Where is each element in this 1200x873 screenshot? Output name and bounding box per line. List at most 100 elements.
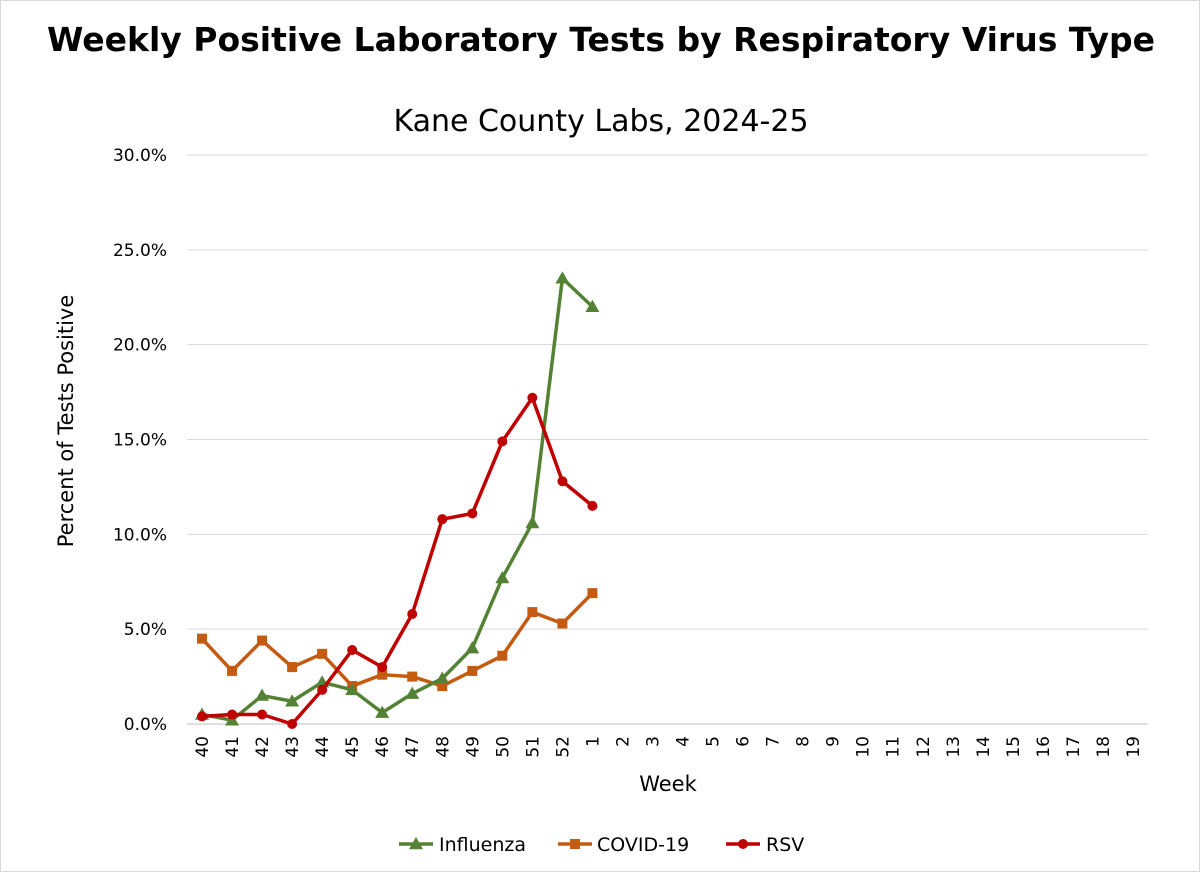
- data-point: [555, 271, 570, 284]
- y-tick-label: 20.0%: [113, 336, 167, 356]
- data-point: [405, 686, 420, 699]
- x-tick-label: 47: [403, 736, 423, 758]
- data-point: [287, 662, 298, 673]
- legend-label: COVID-19: [597, 834, 689, 856]
- legend-item: COVID-19: [558, 834, 689, 856]
- x-tick-label: 4: [674, 736, 694, 747]
- data-point: [467, 665, 478, 676]
- data-point: [497, 436, 508, 447]
- x-tick-label: 49: [463, 736, 483, 758]
- data-point: [347, 645, 358, 656]
- legend-marker: [409, 837, 423, 850]
- legend-label: RSV: [766, 834, 804, 856]
- legend-marker: [738, 839, 748, 849]
- data-point: [287, 719, 298, 729]
- x-tick-label: 13: [944, 736, 964, 758]
- data-point: [407, 671, 418, 682]
- x-tick-label: 5: [704, 736, 724, 747]
- data-point: [255, 688, 270, 701]
- series-line: [201, 276, 594, 722]
- x-axis-title: Week: [639, 772, 697, 796]
- x-tick-label: 44: [313, 736, 333, 758]
- data-point: [465, 641, 480, 654]
- x-tick-label: 43: [283, 736, 303, 758]
- data-point: [345, 682, 360, 696]
- x-tick-label: 40: [193, 736, 213, 758]
- data-point: [527, 392, 538, 403]
- x-tick-label: 52: [553, 736, 573, 758]
- x-tick-label: 10: [854, 736, 874, 758]
- data-point: [557, 476, 568, 487]
- x-tick-label: 48: [433, 736, 453, 758]
- x-tick-label: 12: [914, 736, 934, 758]
- data-point: [495, 570, 510, 584]
- x-tick-label: 11: [884, 736, 904, 758]
- y-axis-title: Percent of Tests Positive: [54, 295, 78, 548]
- legend: Influenza COVID-19 RSV: [399, 834, 804, 856]
- data-point: [377, 662, 388, 673]
- x-tick-label: 2: [613, 736, 633, 747]
- series-influenza: [195, 271, 600, 726]
- y-tick-label: 15.0%: [113, 431, 167, 451]
- y-tick-label: 0.0%: [124, 715, 167, 735]
- data-point: [375, 705, 390, 718]
- x-tick-label: 16: [1034, 736, 1054, 758]
- data-point: [377, 669, 388, 680]
- data-point: [257, 635, 268, 646]
- x-tick-label: 18: [1094, 736, 1114, 758]
- y-tick-label: 25.0%: [113, 241, 167, 261]
- legend-item: Influenza: [399, 834, 526, 856]
- data-point: [437, 514, 448, 525]
- y-tick-label: 5.0%: [124, 620, 167, 640]
- data-point: [467, 508, 478, 519]
- x-tick-label: 46: [373, 736, 393, 758]
- x-tick-label: 17: [1064, 736, 1084, 758]
- legend-label: Influenza: [439, 834, 526, 856]
- data-point: [285, 694, 300, 707]
- series-covid-19: [197, 588, 598, 692]
- data-point: [587, 588, 598, 599]
- data-point: [587, 500, 598, 511]
- chart-subtitle: Kane County Labs, 2024-25: [393, 104, 809, 139]
- data-point: [197, 633, 208, 644]
- legend-marker: [570, 839, 580, 849]
- x-tick-label: 7: [764, 736, 784, 747]
- x-tick-label: 42: [253, 736, 273, 758]
- y-axis-ticks: 0.0% 5.0% 10.0% 15.0% 20.0% 25.0% 30.0%: [113, 146, 167, 735]
- x-tick-label: 19: [1124, 736, 1144, 758]
- x-tick-label: 50: [493, 736, 513, 758]
- data-point: [227, 709, 238, 720]
- gridlines: [187, 154, 1148, 725]
- x-tick-label: 14: [974, 736, 994, 758]
- x-tick-label: 3: [643, 736, 663, 747]
- series-line: [201, 396, 594, 726]
- series-line: [200, 591, 594, 688]
- data-point: [525, 515, 540, 529]
- x-tick-label: 41: [223, 736, 243, 758]
- data-point: [585, 299, 600, 312]
- data-point: [497, 650, 508, 661]
- data-point: [435, 671, 450, 684]
- data-point: [437, 681, 448, 692]
- data-point: [317, 648, 328, 659]
- series-lines: [195, 271, 600, 729]
- data-point: [527, 607, 538, 618]
- data-point: [557, 618, 568, 629]
- x-tick-label: 1: [583, 736, 603, 747]
- y-tick-label: 10.0%: [113, 525, 167, 545]
- data-point: [197, 711, 208, 722]
- chart-title: Weekly Positive Laboratory Tests by Resp…: [47, 20, 1155, 59]
- x-tick-label: 9: [824, 736, 844, 747]
- data-point: [317, 684, 328, 695]
- x-tick-label: 6: [734, 736, 754, 747]
- series-rsv: [197, 392, 598, 729]
- data-point: [257, 709, 268, 720]
- x-tick-label: 51: [523, 736, 543, 758]
- x-tick-label: 45: [343, 736, 363, 758]
- data-point: [227, 665, 238, 676]
- y-tick-label: 30.0%: [113, 146, 167, 166]
- x-tick-label: 15: [1004, 736, 1024, 758]
- x-tick-label: 8: [794, 736, 814, 747]
